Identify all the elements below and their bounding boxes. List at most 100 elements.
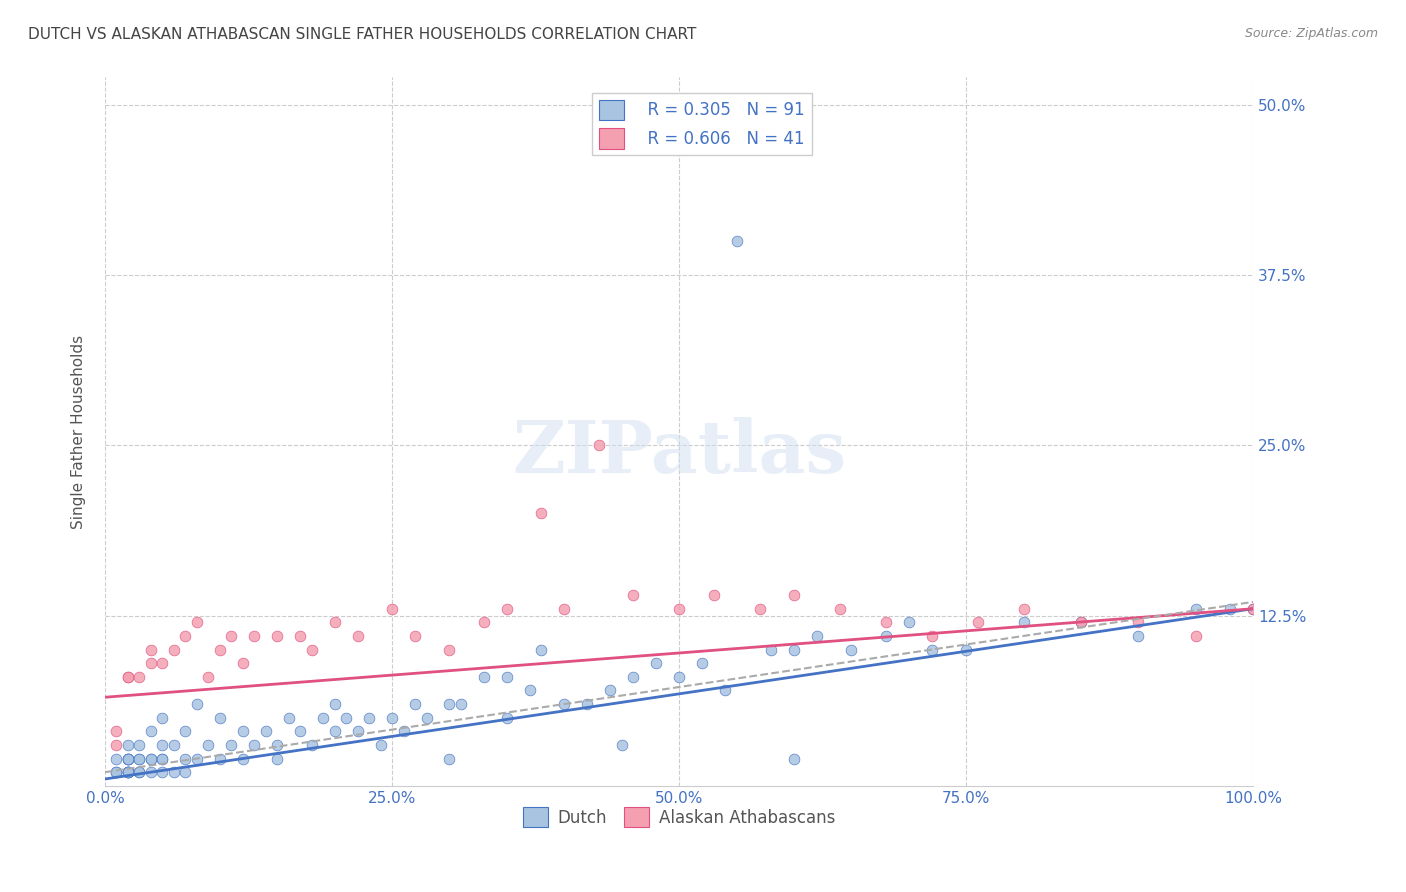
Dutch xyxy=(725,234,748,248)
Alaskan Athabascans xyxy=(197,670,219,684)
Alaskan Athabascans xyxy=(152,656,174,670)
Dutch xyxy=(404,697,426,711)
Dutch xyxy=(668,670,690,684)
Text: DUTCH VS ALASKAN ATHABASCAN SINGLE FATHER HOUSEHOLDS CORRELATION CHART: DUTCH VS ALASKAN ATHABASCAN SINGLE FATHE… xyxy=(28,27,696,42)
Dutch xyxy=(553,697,575,711)
Alaskan Athabascans xyxy=(875,615,897,630)
Dutch xyxy=(128,751,150,765)
Alaskan Athabascans xyxy=(105,738,128,752)
Alaskan Athabascans xyxy=(1012,601,1035,615)
Dutch xyxy=(783,642,806,657)
Dutch xyxy=(1128,629,1150,643)
Alaskan Athabascans xyxy=(1185,629,1208,643)
Dutch xyxy=(128,751,150,765)
Dutch xyxy=(254,724,277,739)
Dutch xyxy=(759,642,782,657)
Alaskan Athabascans xyxy=(404,629,426,643)
Dutch xyxy=(714,683,737,698)
Alaskan Athabascans xyxy=(530,506,553,520)
Alaskan Athabascans xyxy=(588,438,610,452)
Alaskan Athabascans xyxy=(208,642,231,657)
Dutch xyxy=(163,738,186,752)
Dutch xyxy=(323,697,346,711)
Alaskan Athabascans xyxy=(921,629,943,643)
Dutch xyxy=(117,751,139,765)
Dutch xyxy=(117,765,139,780)
Dutch xyxy=(277,711,299,725)
Dutch xyxy=(139,724,162,739)
Dutch xyxy=(335,711,357,725)
Dutch xyxy=(128,765,150,780)
Dutch xyxy=(174,724,197,739)
Dutch xyxy=(841,642,863,657)
Alaskan Athabascans xyxy=(105,724,128,739)
Alaskan Athabascans xyxy=(266,629,288,643)
Dutch xyxy=(232,724,254,739)
Dutch xyxy=(519,683,541,698)
Dutch xyxy=(266,738,288,752)
Dutch xyxy=(783,751,806,765)
Dutch xyxy=(105,765,128,780)
Dutch xyxy=(117,765,139,780)
Dutch xyxy=(117,751,139,765)
Dutch xyxy=(117,738,139,752)
Dutch xyxy=(128,738,150,752)
Alaskan Athabascans xyxy=(163,642,186,657)
Alaskan Athabascans xyxy=(472,615,495,630)
Dutch xyxy=(243,738,266,752)
Dutch xyxy=(921,642,943,657)
Dutch xyxy=(152,765,174,780)
Dutch xyxy=(496,711,519,725)
Dutch xyxy=(1070,615,1092,630)
Alaskan Athabascans xyxy=(221,629,243,643)
Legend: Dutch, Alaskan Athabascans: Dutch, Alaskan Athabascans xyxy=(516,800,842,834)
Alaskan Athabascans xyxy=(243,629,266,643)
Alaskan Athabascans xyxy=(966,615,988,630)
Y-axis label: Single Father Households: Single Father Households xyxy=(72,334,86,529)
Text: Source: ZipAtlas.com: Source: ZipAtlas.com xyxy=(1244,27,1378,40)
Dutch xyxy=(1241,601,1264,615)
Alaskan Athabascans xyxy=(553,601,575,615)
Dutch xyxy=(392,724,415,739)
Dutch xyxy=(117,765,139,780)
Dutch xyxy=(186,697,208,711)
Dutch xyxy=(415,711,437,725)
Dutch xyxy=(381,711,404,725)
Dutch xyxy=(1012,615,1035,630)
Dutch xyxy=(301,738,323,752)
Dutch xyxy=(221,738,243,752)
Alaskan Athabascans xyxy=(748,601,770,615)
Alaskan Athabascans xyxy=(1070,615,1092,630)
Alaskan Athabascans xyxy=(381,601,404,615)
Dutch xyxy=(1185,601,1208,615)
Dutch xyxy=(323,724,346,739)
Text: ZIPatlas: ZIPatlas xyxy=(512,417,846,488)
Dutch xyxy=(266,751,288,765)
Dutch xyxy=(312,711,335,725)
Dutch xyxy=(232,751,254,765)
Dutch xyxy=(496,670,519,684)
Dutch xyxy=(875,629,897,643)
Dutch xyxy=(139,751,162,765)
Dutch xyxy=(117,751,139,765)
Alaskan Athabascans xyxy=(621,588,644,602)
Dutch xyxy=(208,751,231,765)
Dutch xyxy=(346,724,368,739)
Dutch xyxy=(152,751,174,765)
Dutch xyxy=(105,765,128,780)
Alaskan Athabascans xyxy=(783,588,806,602)
Dutch xyxy=(105,751,128,765)
Alaskan Athabascans xyxy=(828,601,851,615)
Dutch xyxy=(450,697,472,711)
Dutch xyxy=(117,765,139,780)
Dutch xyxy=(621,670,644,684)
Alaskan Athabascans xyxy=(117,670,139,684)
Dutch xyxy=(117,751,139,765)
Dutch xyxy=(152,751,174,765)
Dutch xyxy=(208,711,231,725)
Dutch xyxy=(576,697,599,711)
Dutch xyxy=(599,683,621,698)
Dutch xyxy=(139,765,162,780)
Alaskan Athabascans xyxy=(301,642,323,657)
Dutch xyxy=(174,765,197,780)
